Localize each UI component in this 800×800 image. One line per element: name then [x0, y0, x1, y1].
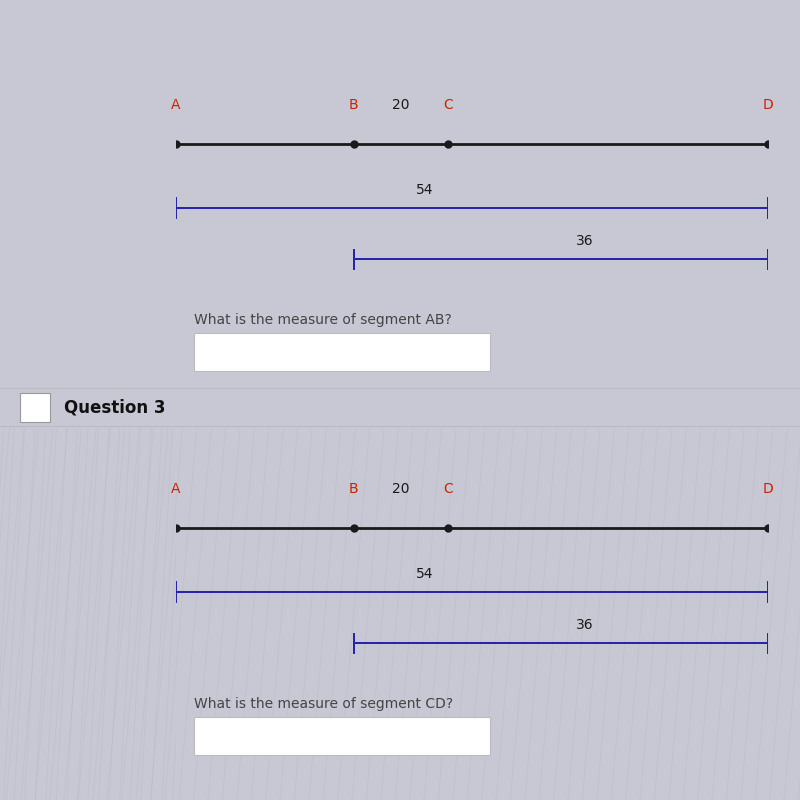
Text: C: C: [443, 98, 453, 112]
Text: 20: 20: [392, 482, 410, 496]
FancyBboxPatch shape: [194, 333, 490, 371]
Text: A: A: [171, 98, 181, 112]
Text: D: D: [762, 98, 774, 112]
Text: D: D: [762, 482, 774, 496]
Text: 36: 36: [576, 618, 594, 632]
Text: 54: 54: [416, 566, 434, 581]
Text: What is the measure of segment CD?: What is the measure of segment CD?: [194, 697, 453, 711]
Text: 54: 54: [416, 182, 434, 197]
Text: B: B: [349, 98, 358, 112]
FancyBboxPatch shape: [20, 393, 50, 422]
Text: 36: 36: [576, 234, 594, 248]
Text: B: B: [349, 482, 358, 496]
Text: 20: 20: [392, 98, 410, 112]
Text: C: C: [443, 482, 453, 496]
FancyBboxPatch shape: [194, 717, 490, 755]
Text: Question 3: Question 3: [64, 398, 166, 416]
Text: What is the measure of segment AB?: What is the measure of segment AB?: [194, 313, 451, 327]
Text: A: A: [171, 482, 181, 496]
